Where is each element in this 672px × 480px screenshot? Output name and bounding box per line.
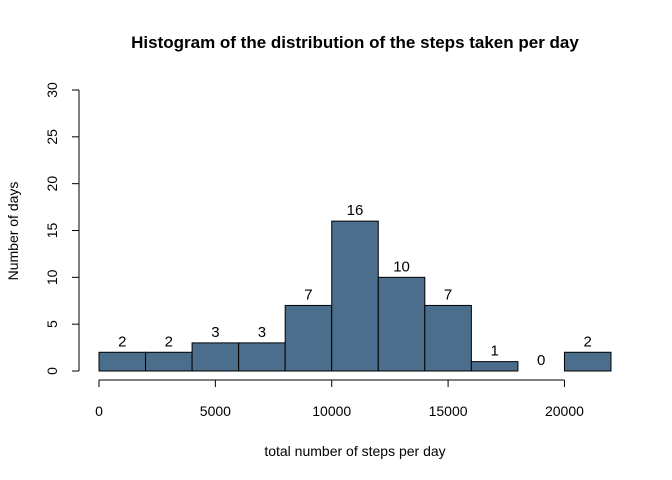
histogram-bar [377, 276, 426, 372]
histogram-bar [331, 220, 379, 372]
y-axis: 0 5 10 15 20 25 30 [44, 82, 80, 375]
bar-count-label: 16 [347, 202, 364, 219]
bar-count-label: 3 [258, 324, 266, 341]
bar-count-label: 2 [584, 333, 592, 350]
histogram-bar [563, 351, 612, 372]
chart-title: Histogram of the distribution of the ste… [131, 33, 579, 52]
histogram-bar [145, 351, 193, 372]
histogram-bar [191, 342, 240, 372]
histogram-bar [424, 304, 472, 372]
histogram-bar [470, 361, 519, 372]
bar-count-label: 1 [490, 343, 498, 360]
y-axis-label: Number of days [5, 182, 21, 281]
x-tick-label: 10000 [312, 403, 351, 419]
histogram-bar [238, 342, 286, 372]
y-tick-label: 20 [44, 176, 60, 192]
bar-count-label: 7 [304, 286, 312, 303]
y-tick-label: 0 [44, 367, 60, 375]
bar-count-label: 3 [211, 324, 219, 341]
y-tick-label: 10 [44, 269, 60, 285]
x-tick-label: 15000 [429, 403, 468, 419]
x-tick-label: 5000 [200, 403, 231, 419]
y-tick-label: 25 [44, 129, 60, 145]
bar-count-label: 7 [444, 286, 452, 303]
x-tick-label: 0 [95, 403, 103, 419]
bar-count-label: 10 [393, 258, 410, 275]
bars-group [98, 220, 612, 372]
y-tick-label: 30 [44, 82, 60, 98]
x-tick-label: 20000 [545, 403, 584, 419]
histogram-bar [284, 304, 333, 372]
x-axis-label: total number of steps per day [264, 443, 445, 459]
y-tick-label: 15 [44, 223, 60, 239]
bar-count-label: 0 [537, 352, 545, 369]
y-tick-label: 5 [44, 320, 60, 328]
histogram-bar [98, 351, 147, 372]
bar-count-label: 2 [165, 333, 173, 350]
bar-count-label: 2 [118, 333, 126, 350]
x-axis: 0 5000 10000 15000 20000 [95, 379, 584, 419]
